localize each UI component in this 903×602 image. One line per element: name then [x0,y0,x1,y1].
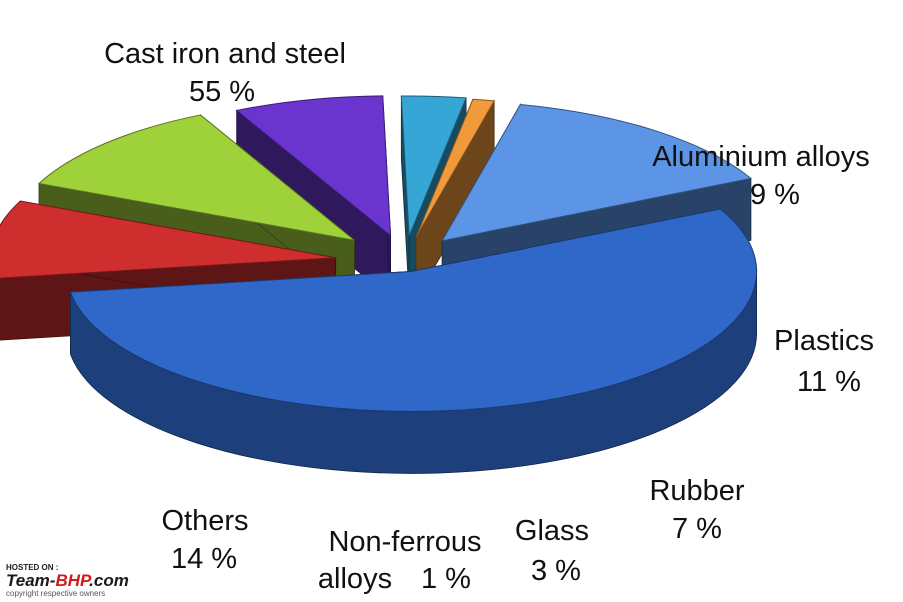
label-plastics: Plastics [774,325,874,357]
slice-0-top [69,208,758,412]
slice-5-top [415,98,495,238]
slice-3-top [235,95,392,237]
label-rubber: Rubber [649,475,744,507]
label-aluminium: Aluminium alloys [652,141,870,173]
pie-slices [0,95,758,474]
slice-1-top [0,200,336,279]
value-rubber: 7 % [672,513,722,545]
value-non-ferrous: 1 % [421,563,471,595]
value-plastics: 11 % [797,366,861,398]
value-others: 14 % [171,543,237,575]
value-glass: 3 % [531,555,581,587]
watermark-brand: Team-BHP.com [6,571,129,590]
slice-6-top [441,103,753,242]
slice-2-top [37,114,355,241]
label-others: Others [161,505,248,537]
watermark-brand-c: .com [89,571,129,590]
watermark-brand-b: BHP [55,571,92,590]
watermark-brand-a: Team- [6,571,56,590]
slice-0 [69,208,758,474]
value-cast-iron: 55 % [189,76,255,108]
label-cast-iron: Cast iron and steel [104,38,346,70]
watermark: HOSTED ON : Team-BHP.com copyright respe… [6,563,129,598]
watermark-hosted-on: HOSTED ON : [6,563,58,572]
slice-4-top [400,95,467,237]
value-aluminium: 9 % [750,179,800,211]
label-glass: Glass [515,515,589,547]
watermark-copyright: copyright respective owners [6,589,105,598]
label-non-ferrous-line2: alloys [318,563,392,595]
label-non-ferrous-line1: Non-ferrous [328,526,481,558]
